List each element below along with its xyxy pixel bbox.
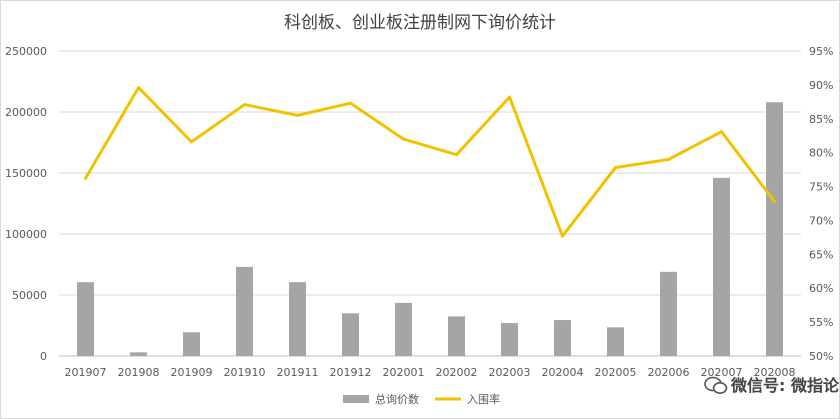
x-axis: 201907 201908 201909 201910 201911 201912 2020… <box>65 366 796 379</box>
watermark-text: 微信号: 微指论基 <box>730 376 839 395</box>
y-right-tick-label: 75% <box>809 181 833 194</box>
bar <box>713 177 730 356</box>
x-tick-label: 201908 <box>118 366 160 379</box>
bar <box>766 102 783 357</box>
legend: 总询价数 入围率 <box>343 392 500 406</box>
line-point <box>296 113 299 117</box>
x-tick-label: 202005 <box>595 366 637 379</box>
y-left-tick-label: 0 <box>40 350 47 363</box>
line-path <box>84 86 776 238</box>
bar <box>607 327 624 356</box>
x-tick-label: 202008 <box>754 366 796 379</box>
x-tick-label: 201911 <box>277 366 319 379</box>
line-point <box>720 130 723 134</box>
y-right-tick-label: 90% <box>809 79 833 92</box>
bar-series <box>77 102 783 357</box>
legend-label: 入围率 <box>467 392 500 406</box>
legend-label: 总询价数 <box>375 392 419 406</box>
line-point <box>402 137 405 141</box>
line-point <box>243 103 246 107</box>
line-point <box>137 86 140 90</box>
x-tick-label: 201907 <box>65 366 107 379</box>
y-left-tick-label: 250000 <box>5 45 47 58</box>
y-right-tick-label: 95% <box>809 45 833 58</box>
x-tick-label: 202006 <box>648 366 690 379</box>
y-right-tick-label: 65% <box>809 248 833 261</box>
bar <box>448 316 465 356</box>
bar <box>395 302 412 356</box>
x-tick-label: 202007 <box>701 366 743 379</box>
bar <box>236 266 253 356</box>
watermark: 微信号: 微指论基 <box>704 376 839 395</box>
bar <box>130 352 147 356</box>
y-right-tick-label: 60% <box>809 282 833 295</box>
y-right-tick-label: 85% <box>809 113 833 126</box>
y-axis-left: 0 50000 100000 150000 200000 250000 <box>5 45 47 363</box>
x-tick-label: 201912 <box>330 366 372 379</box>
y-left-tick-label: 200000 <box>5 106 47 119</box>
y-left-tick-label: 50000 <box>12 289 47 302</box>
bar <box>77 282 94 356</box>
x-tick-label: 201909 <box>171 366 213 379</box>
chart-title: 科创板、创业板注册制网下询价统计 <box>284 13 556 33</box>
line-point <box>349 101 352 105</box>
bar <box>554 320 571 356</box>
y-right-tick-label: 55% <box>809 316 833 329</box>
y-right-tick-label: 70% <box>809 214 833 227</box>
x-tick-label: 202001 <box>383 366 425 379</box>
bar <box>501 323 518 356</box>
y-right-tick-label: 80% <box>809 147 833 160</box>
bar <box>183 332 200 356</box>
bar <box>342 313 359 356</box>
line-point <box>614 166 617 170</box>
line-point <box>561 234 564 238</box>
bar <box>289 282 306 356</box>
y-left-tick-label: 100000 <box>5 228 47 241</box>
legend-swatch-bar <box>343 395 369 403</box>
line-point <box>190 140 193 144</box>
x-tick-label: 202003 <box>489 366 531 379</box>
line-point <box>455 153 458 157</box>
gridlines <box>59 50 801 357</box>
x-tick-label: 202002 <box>436 366 478 379</box>
wechat-icon <box>704 376 728 394</box>
y-right-tick-label: 50% <box>809 350 833 363</box>
line-series <box>84 86 776 238</box>
line-point <box>508 95 511 99</box>
y-left-tick-label: 150000 <box>5 167 47 180</box>
x-tick-label: 202004 <box>542 366 584 379</box>
line-point <box>84 176 87 180</box>
line-point <box>773 199 776 203</box>
bar <box>660 271 677 356</box>
line-point <box>667 157 670 161</box>
x-tick-label: 201910 <box>224 366 266 379</box>
y-axis-right: 50% 55% 60% 65% 70% 75% 80% 85% 90% 95% <box>809 45 833 363</box>
